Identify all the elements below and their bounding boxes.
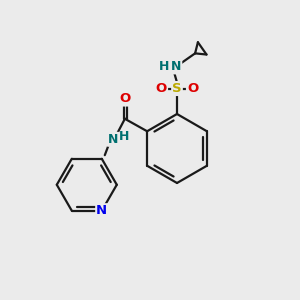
Text: N: N xyxy=(96,204,107,217)
Text: O: O xyxy=(156,82,167,95)
Text: N: N xyxy=(171,60,181,74)
Text: H: H xyxy=(159,60,169,74)
Text: S: S xyxy=(172,82,182,95)
Text: H: H xyxy=(119,130,130,143)
Text: N: N xyxy=(108,133,118,146)
Text: O: O xyxy=(187,82,198,95)
Text: O: O xyxy=(119,92,131,106)
